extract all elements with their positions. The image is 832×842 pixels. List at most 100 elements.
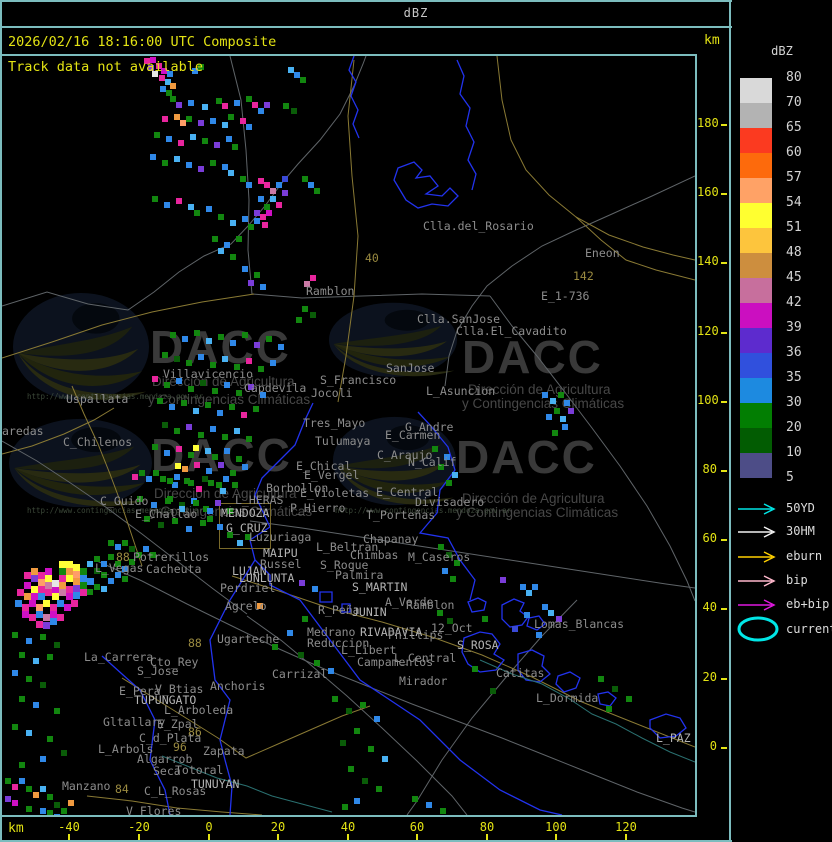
echo-cell	[36, 611, 43, 618]
map-place-label: E_Vergel	[304, 468, 360, 482]
echo-cell	[226, 136, 232, 142]
map-place-label: La_Carrera	[84, 650, 154, 664]
echo-cell	[223, 476, 229, 482]
echo-cell	[276, 182, 282, 188]
echo-cell	[257, 603, 263, 609]
echo-cell	[36, 604, 43, 611]
frame-panel-separator-line	[729, 0, 731, 842]
echo-cell	[210, 362, 216, 368]
echo-cell	[66, 568, 73, 575]
echo-cell	[122, 576, 128, 582]
y-axis-tick-mark	[721, 539, 727, 541]
echo-cell	[342, 804, 348, 810]
echo-cell	[200, 380, 206, 386]
map-place-label: G_CRUZ	[226, 521, 268, 535]
echo-cell	[159, 75, 165, 81]
echo-cell	[59, 561, 66, 568]
echo-cell	[196, 486, 202, 492]
x-axis-tick-label: 80	[479, 820, 495, 834]
echo-cell	[218, 334, 224, 340]
map-place-label: aredas	[2, 424, 44, 438]
map-place-label: L_Vegas	[95, 561, 144, 575]
map-place-label: E_Challao	[135, 507, 198, 521]
echo-cell	[190, 134, 196, 140]
echo-cell	[66, 575, 73, 582]
echo-cell	[108, 554, 114, 560]
echo-cell	[302, 176, 308, 182]
colorbar-tick-label: 30	[786, 395, 802, 410]
colorbar-swatch	[740, 153, 772, 178]
echo-cell	[299, 580, 305, 586]
echo-cell	[137, 496, 143, 502]
echo-cell	[206, 206, 212, 212]
echo-cell	[552, 430, 558, 436]
dacc-url-watermark: http://www.contingencias.mendoza.gov.ar	[27, 506, 204, 515]
echo-cell	[310, 275, 316, 281]
map-place-label: Russel	[260, 557, 302, 571]
echo-cell	[166, 136, 172, 142]
map-place-label: S_MARTIN	[352, 580, 408, 594]
echo-cell	[101, 561, 107, 567]
echo-cell	[206, 338, 212, 344]
echo-cell	[172, 482, 178, 488]
echo-cell	[50, 618, 57, 625]
colorbar-tick-label: 80	[786, 70, 802, 85]
echo-cell	[246, 182, 252, 188]
echo-cell	[59, 589, 66, 596]
echo-cell	[354, 798, 360, 804]
echo-cell	[170, 332, 176, 338]
map-place-label: Luzuriaga	[249, 530, 312, 544]
echo-cell	[224, 242, 230, 248]
legend-item-50YD: 50YD	[736, 501, 815, 515]
x-axis-tick-label: -40	[58, 820, 80, 834]
echo-cell	[216, 482, 222, 488]
map-place-label: S_Roque	[320, 558, 369, 572]
colorbar-swatch	[740, 353, 772, 378]
echo-cell	[598, 676, 604, 682]
echo-cell	[162, 160, 168, 166]
echo-cell	[12, 670, 18, 676]
echo-cell	[248, 280, 254, 286]
echo-cell	[162, 116, 168, 122]
map-place-label: E_1-736	[541, 289, 590, 303]
colorbar-title: dBZ	[771, 44, 793, 58]
echo-cell	[66, 561, 73, 568]
echo-cell	[208, 480, 214, 486]
echo-cell	[94, 584, 100, 590]
map-place-label: Ugarteche	[217, 632, 280, 646]
echo-cell	[437, 610, 443, 616]
colorbar-tick-label: 20	[786, 420, 802, 435]
y-axis-tick-mark	[721, 608, 727, 610]
map-place-label: Uspallata	[66, 392, 129, 406]
echo-cell	[198, 120, 204, 126]
echo-cell	[186, 116, 192, 122]
echo-cell	[512, 626, 518, 632]
map-place-label: A_Verde	[385, 595, 434, 609]
echo-cell	[152, 196, 158, 202]
track-arrow-icon	[738, 551, 776, 563]
echo-cell	[218, 462, 224, 468]
y-axis-tick-label: 160	[697, 185, 719, 199]
map-place-label: Zapata	[203, 744, 245, 758]
echo-cell	[550, 398, 556, 404]
map-place-label: L_Dormida	[536, 691, 599, 705]
echo-cell	[148, 65, 154, 71]
echo-cell	[61, 808, 67, 814]
echo-cell	[242, 464, 248, 470]
echo-cell	[558, 392, 564, 398]
colorbar-tick-label: 10	[786, 445, 802, 460]
echo-cell	[172, 518, 178, 524]
echo-cell	[446, 480, 452, 486]
echo-cell	[300, 77, 306, 83]
echo-cell	[150, 154, 156, 160]
map-place-label: G_Andre	[405, 420, 454, 434]
echo-cell	[376, 786, 382, 792]
echo-cell	[203, 506, 209, 512]
echo-cell	[152, 376, 158, 382]
echo-cell	[520, 584, 526, 590]
x-axis-tick-mark	[555, 834, 557, 840]
echo-cell	[490, 688, 496, 694]
echo-cell	[61, 750, 67, 756]
map-place-label: Jocoli	[311, 386, 353, 400]
echo-cell	[194, 330, 200, 336]
